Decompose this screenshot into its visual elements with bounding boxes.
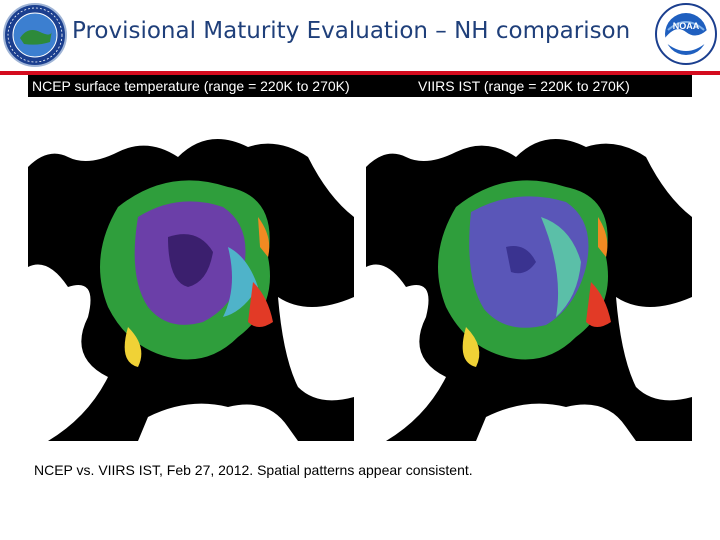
ncep-panel-label: NCEP surface temperature (range = 220K t… [32,78,350,94]
ncep-temperature-map [28,97,354,441]
header-divider [0,71,720,75]
image-label-band [28,75,692,97]
viirs-ist-map [366,97,692,441]
slide-header: Provisional Maturity Evaluation – NH com… [0,0,720,72]
page-title: Provisional Maturity Evaluation – NH com… [72,18,631,44]
viirs-panel-label: VIIRS IST (range = 220K to 270K) [418,78,630,94]
figure-caption: NCEP vs. VIIRS IST, Feb 27, 2012. Spatia… [34,462,473,478]
noaa-seal-logo-icon: NOAA [654,2,718,66]
nesdis-star-logo-icon [2,2,68,68]
svg-text:NOAA: NOAA [673,21,700,31]
